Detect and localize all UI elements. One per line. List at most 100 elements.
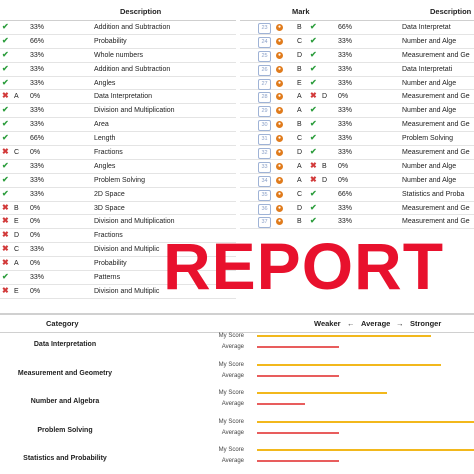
check-icon: ✔ bbox=[2, 188, 9, 198]
average-score-label: Average bbox=[221, 372, 244, 379]
table-row: ✔ 33% 2D Space bbox=[0, 188, 236, 202]
category-header: Category Weaker ← Average → Stronger bbox=[0, 313, 474, 333]
table-row: 27 ● E ✔ 33% Number and Alge bbox=[240, 77, 474, 91]
cross-icon: ✖ bbox=[310, 91, 317, 101]
question-number-badge[interactable]: 37 bbox=[258, 217, 271, 229]
check-icon: ✔ bbox=[2, 49, 9, 59]
reveal-answer-icon[interactable]: ● bbox=[276, 51, 283, 59]
check-icon: ✔ bbox=[310, 105, 317, 115]
check-icon: ✔ bbox=[310, 216, 317, 226]
score-percent: 66% bbox=[338, 190, 353, 198]
question-number-badge[interactable]: 31 bbox=[258, 134, 271, 146]
question-number-badge[interactable]: 35 bbox=[258, 189, 271, 201]
reveal-answer-icon[interactable]: ● bbox=[276, 190, 283, 198]
answer-letter: B bbox=[14, 204, 19, 212]
cross-icon: ✖ bbox=[2, 147, 9, 157]
row-description: Fractions bbox=[94, 232, 123, 240]
reveal-answer-icon[interactable]: ● bbox=[276, 135, 283, 143]
reveal-answer-icon[interactable]: ● bbox=[276, 79, 283, 87]
reveal-answer-icon[interactable]: ● bbox=[276, 121, 283, 129]
question-number-badge[interactable]: 26 bbox=[258, 64, 271, 76]
row-description: Angles bbox=[94, 79, 116, 87]
score-percent: 33% bbox=[338, 218, 353, 226]
question-number-badge[interactable]: 24 bbox=[258, 36, 271, 48]
my-score-bar bbox=[257, 363, 442, 366]
answer-letter: B bbox=[297, 218, 302, 226]
answer-letter: B bbox=[297, 121, 302, 129]
average-score-bar bbox=[257, 346, 340, 348]
reveal-answer-icon[interactable]: ● bbox=[276, 176, 283, 184]
row-description: Number and Alge bbox=[402, 37, 457, 45]
answer-letter: A bbox=[297, 107, 302, 115]
table-row: 28 ● A ✖ D 0% Measurement and Ge bbox=[240, 90, 474, 105]
reveal-answer-icon[interactable]: ● bbox=[276, 149, 283, 157]
question-number-badge[interactable]: 25 bbox=[258, 50, 271, 62]
reveal-answer-icon[interactable]: ● bbox=[276, 93, 283, 101]
row-description: Division and Multiplication bbox=[94, 107, 175, 115]
reveal-answer-icon[interactable]: ● bbox=[276, 162, 283, 170]
answer-letter: C bbox=[14, 149, 20, 157]
average-score-bar bbox=[257, 374, 340, 377]
question-number-badge[interactable]: 23 bbox=[258, 23, 271, 34]
question-number-badge[interactable]: 32 bbox=[258, 148, 271, 160]
question-number-badge[interactable]: 28 bbox=[258, 92, 271, 104]
question-number-badge[interactable]: 30 bbox=[258, 120, 271, 132]
my-score-bar bbox=[257, 335, 431, 337]
question-number-badge[interactable]: 33 bbox=[258, 161, 271, 173]
table-row: ✔ 33% Angles bbox=[0, 77, 236, 91]
reveal-answer-icon[interactable]: ● bbox=[276, 37, 283, 45]
table-row: ✖ E 0% Division and Multiplic bbox=[0, 285, 236, 299]
score-percent: 33% bbox=[338, 204, 353, 212]
question-number-badge[interactable]: 34 bbox=[258, 175, 271, 187]
report-watermark: REPORT bbox=[163, 229, 445, 303]
table-row: ✔ 33% Angles bbox=[0, 160, 236, 174]
score-percent: 33% bbox=[338, 121, 353, 129]
row-description: Addition and Subtraction bbox=[94, 65, 171, 73]
row-description: Measurement and Ge bbox=[402, 204, 470, 212]
check-icon: ✔ bbox=[310, 119, 317, 129]
answer-letter: D bbox=[297, 149, 303, 157]
score-percent: 0% bbox=[338, 93, 349, 101]
answer-letter: A bbox=[297, 93, 302, 101]
row-description: Measurement and Ge bbox=[402, 121, 470, 129]
score-percent: 33% bbox=[338, 79, 353, 87]
answer-letter: C bbox=[297, 190, 303, 198]
answer-letter: B bbox=[297, 24, 302, 31]
check-icon: ✔ bbox=[310, 63, 317, 73]
reveal-answer-icon[interactable]: ● bbox=[276, 107, 283, 115]
answer-letter: D bbox=[297, 51, 303, 59]
table-row: ✔ 33% Division and Multiplication bbox=[0, 104, 236, 119]
score-percent: 0% bbox=[30, 93, 41, 101]
table-row: 31 ● C ✔ 33% Problem Solving bbox=[240, 132, 474, 147]
category-column-label: Category bbox=[46, 319, 79, 328]
question-number-badge[interactable]: 29 bbox=[258, 106, 271, 118]
my-score-label: My Score bbox=[218, 333, 244, 339]
cross-icon: ✖ bbox=[2, 285, 9, 295]
cross-icon: ✖ bbox=[2, 258, 9, 268]
row-description: Measurement and Ge bbox=[402, 93, 470, 101]
row-description: Patterns bbox=[94, 274, 121, 282]
table-row: 24 ● C ✔ 33% Number and Alge bbox=[240, 35, 474, 49]
cross-icon: ✖ bbox=[310, 174, 317, 184]
question-number-badge[interactable]: 36 bbox=[258, 203, 271, 215]
left-table-header: Description bbox=[0, 0, 236, 21]
cross-icon: ✖ bbox=[2, 202, 9, 212]
right-arrow-icon: → bbox=[396, 319, 404, 328]
question-number-badge[interactable]: 27 bbox=[258, 78, 271, 90]
table-row: ✖ B 0% 3D Space bbox=[0, 202, 236, 216]
check-icon: ✔ bbox=[2, 63, 9, 73]
score-percent: 0% bbox=[30, 287, 41, 295]
table-row: ✖ C 0% Fractions bbox=[0, 146, 236, 160]
check-icon: ✔ bbox=[2, 22, 9, 31]
category-name: Statistics and Probability bbox=[23, 455, 107, 462]
reveal-answer-icon[interactable]: ● bbox=[276, 65, 283, 73]
average-score-label: Average bbox=[221, 429, 244, 436]
reveal-answer-icon[interactable]: ● bbox=[276, 204, 283, 212]
cross-icon: ✖ bbox=[2, 216, 9, 226]
reveal-answer-icon[interactable]: ● bbox=[276, 218, 283, 226]
average-score-bar bbox=[257, 431, 340, 434]
answer-letter: E bbox=[14, 218, 19, 226]
average-score-bar bbox=[257, 403, 305, 405]
table-row: ✔ 33% Problem Solving bbox=[0, 174, 236, 188]
reveal-answer-icon[interactable]: ● bbox=[276, 24, 283, 31]
